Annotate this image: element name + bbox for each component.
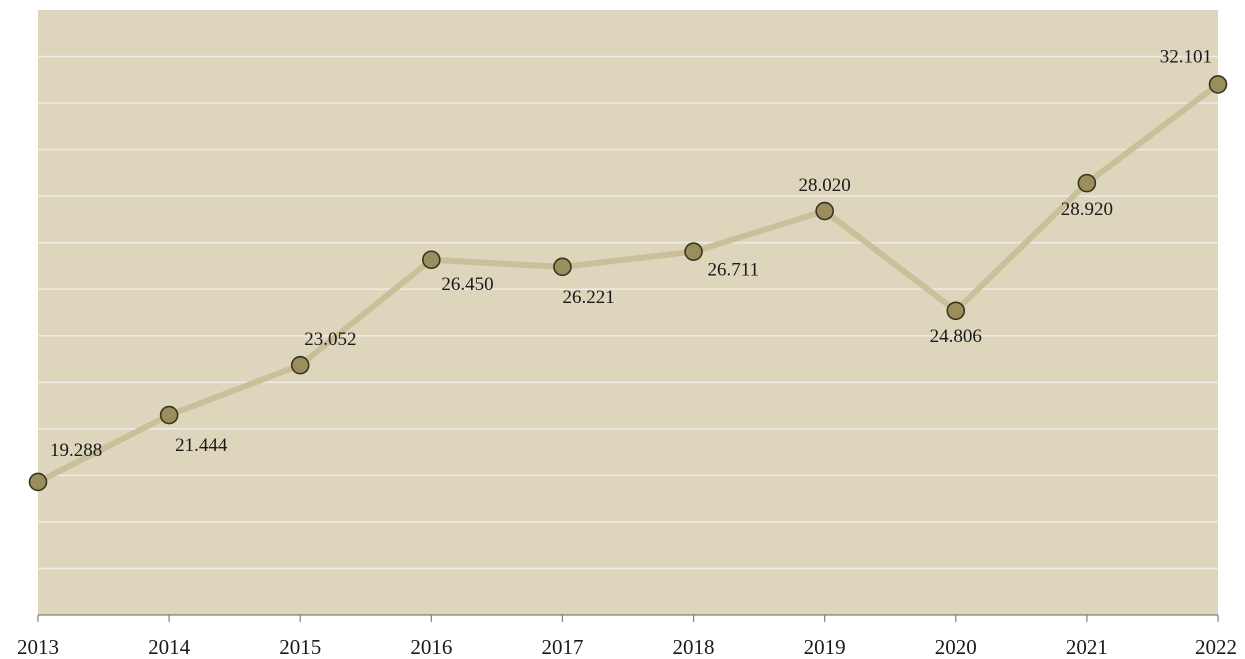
data-label: 28.020 — [799, 175, 851, 196]
data-label: 24.806 — [930, 326, 982, 347]
series-line — [35, 81, 1221, 485]
grid-lines — [38, 55, 1218, 570]
x-tick-label: 2013 — [17, 635, 59, 659]
x-tick-label: 2017 — [541, 635, 583, 659]
x-tick-label: 2019 — [804, 635, 846, 659]
x-tick-label: 2014 — [148, 635, 191, 659]
x-axis-labels: 2013 2014 2015 2016 2017 2018 2019 2020 2021 2022 — [17, 635, 1237, 659]
data-label: 23.052 — [304, 329, 356, 350]
data-point — [159, 405, 179, 425]
data-point — [684, 242, 703, 261]
x-tick-label: 2018 — [673, 635, 715, 659]
data-label: 26.711 — [708, 260, 760, 281]
x-axis-ticks — [37, 615, 1219, 622]
plot-area — [38, 10, 1218, 615]
x-tick-label: 2015 — [279, 635, 321, 659]
data-label: 21.444 — [175, 435, 228, 456]
data-label: 26.221 — [562, 287, 614, 308]
data-label: 19.288 — [50, 440, 102, 461]
x-tick-label: 2020 — [935, 635, 977, 659]
x-tick-label: 2021 — [1066, 635, 1108, 659]
data-label: 26.450 — [441, 274, 493, 295]
data-point — [1208, 75, 1228, 94]
data-point — [290, 355, 310, 375]
data-labels: 19.288 21.444 23.052 26.450 26.221 26.711 28.0… — [50, 46, 1212, 461]
data-point — [553, 257, 572, 277]
data-points — [28, 75, 1228, 492]
x-tick-label: 2016 — [410, 635, 452, 659]
data-point — [28, 472, 48, 492]
data-point — [1077, 173, 1097, 193]
x-tick-label: 2022 — [1195, 635, 1237, 659]
data-point — [422, 250, 441, 270]
data-point — [815, 201, 834, 221]
data-label: 32.101 — [1160, 46, 1212, 67]
data-point — [946, 301, 966, 321]
data-label: 28.920 — [1061, 199, 1113, 220]
